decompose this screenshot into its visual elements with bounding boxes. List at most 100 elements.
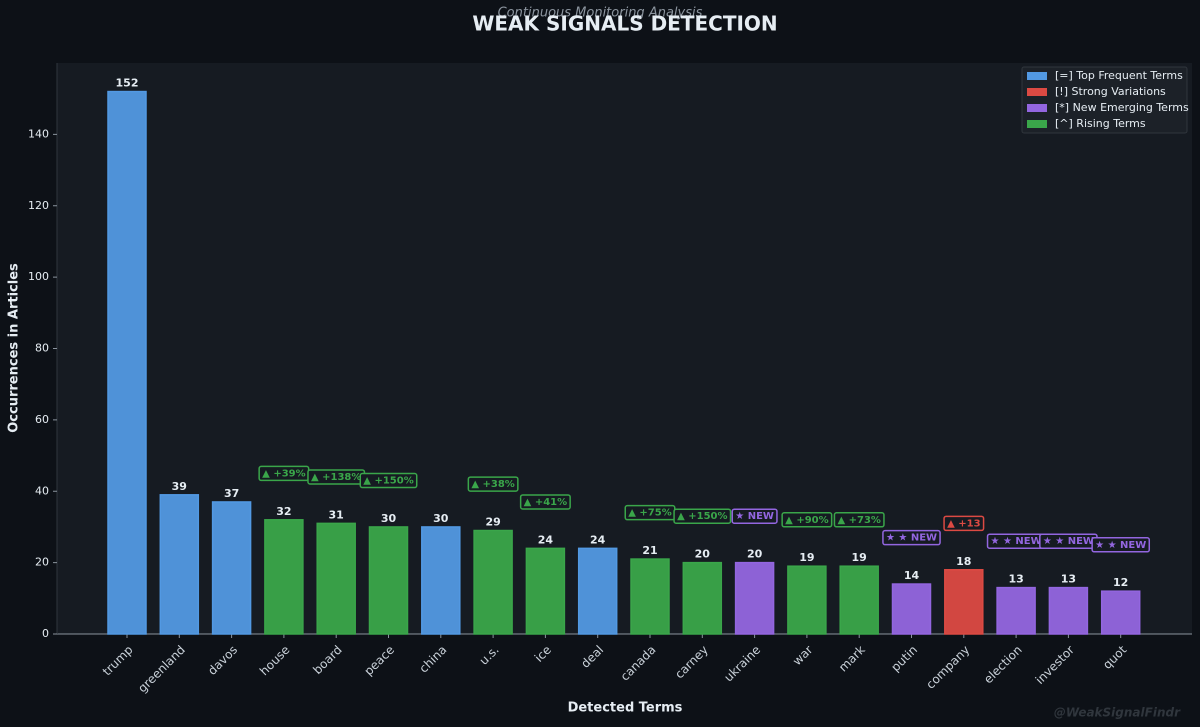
annotation: ★ ★ NEW	[986, 533, 1046, 549]
annotation-text: ▲ +13	[947, 518, 981, 529]
annotation-text: ★ NEW	[735, 511, 774, 522]
x-axis-label: Detected Terms	[568, 701, 683, 716]
data-label: 37	[224, 487, 239, 500]
annotation: ▲ +150%	[359, 472, 418, 489]
annotation-box	[467, 476, 519, 492]
bar	[996, 586, 1036, 635]
annotation-text: ▲ +73%	[837, 515, 881, 526]
data-label: 31	[329, 508, 344, 521]
bar	[264, 519, 304, 635]
annotation: ★ ★ NEW	[882, 529, 941, 546]
bar	[159, 494, 200, 635]
annotation: ▲ +39%	[258, 465, 310, 482]
data-label: 18	[956, 555, 971, 568]
annotation-box	[731, 508, 778, 524]
annotation-text: ▲ +90%	[785, 515, 829, 526]
annotation-box	[519, 494, 571, 510]
bar	[525, 547, 566, 635]
annotation-text: ▲ +39%	[262, 468, 306, 479]
bar	[944, 569, 984, 635]
bar	[1100, 590, 1141, 635]
annotation-box	[781, 512, 833, 528]
chart-subtitle: Continuous Monitoring Analysis	[498, 6, 703, 21]
bar	[630, 558, 670, 635]
bar	[316, 522, 356, 635]
annotation-text: ★ ★ NEW	[886, 533, 937, 544]
annotation-text: ★ ★ NEW	[991, 536, 1042, 547]
data-label: 14	[904, 569, 920, 582]
legend-swatch	[1027, 88, 1047, 96]
annotation: ▲ +75%	[624, 504, 676, 521]
data-label: 152	[116, 77, 139, 90]
data-label: 29	[485, 516, 500, 529]
annotation-box	[833, 512, 885, 528]
annotation: ▲ +90%	[781, 512, 833, 528]
bar	[839, 565, 879, 635]
data-label: 20	[747, 548, 763, 561]
data-label: 32	[276, 505, 291, 518]
y-tick-label: 80	[35, 342, 49, 355]
bar	[1048, 586, 1089, 635]
y-axis-label: Occurrences in Articles	[7, 263, 22, 433]
y-tick-label: 20	[35, 556, 49, 569]
data-label: 21	[642, 544, 657, 557]
annotation-text: ▲ +150%	[677, 511, 727, 522]
annotation-text: ★ ★ NEW	[1043, 536, 1094, 547]
data-label: 19	[852, 551, 867, 564]
y-tick-label: 140	[28, 127, 49, 140]
data-label: 20	[695, 548, 711, 561]
annotation-box	[1091, 537, 1151, 553]
legend-label: [=] Top Frequent Terms	[1055, 69, 1183, 82]
annotation: ▲ +41%	[519, 494, 571, 510]
y-tick-label: 40	[35, 484, 49, 497]
legend-label: [^] Rising Terms	[1055, 117, 1146, 130]
annotation-box	[943, 515, 985, 532]
annotation-box	[882, 529, 941, 546]
legend-label: [!] Strong Variations	[1055, 85, 1166, 98]
bar	[891, 583, 932, 635]
annotation: ▲ +38%	[467, 476, 519, 492]
annotation-box	[359, 472, 418, 489]
bar	[734, 561, 775, 635]
data-label: 12	[1113, 576, 1128, 589]
legend-label: [*] New Emerging Terms	[1055, 101, 1189, 114]
bar	[577, 547, 618, 635]
annotation: ▲ +13	[943, 515, 985, 532]
bar	[682, 561, 723, 635]
annotation: ★ NEW	[731, 508, 778, 524]
annotation: ★ ★ NEW	[1039, 533, 1098, 549]
bar	[473, 529, 513, 635]
annotation-text: ▲ +150%	[363, 476, 413, 487]
chart-title: WEAK SIGNALS DETECTION	[472, 12, 777, 36]
annotation-text: ▲ +41%	[524, 497, 568, 508]
legend-swatch	[1027, 72, 1047, 80]
data-label: 30	[433, 512, 449, 525]
data-label: 24	[590, 533, 606, 546]
y-tick-label: 100	[28, 270, 49, 283]
annotation: ▲ +138%	[307, 469, 366, 485]
annotation-box	[673, 508, 732, 524]
data-label: 39	[172, 480, 187, 493]
data-label: 13	[1061, 573, 1076, 586]
y-tick-label: 120	[28, 199, 49, 212]
annotation-text: ▲ +138%	[311, 472, 361, 483]
y-tick-label: 60	[35, 413, 49, 426]
annotation-text: ★ ★ NEW	[1095, 540, 1146, 551]
data-label: 13	[1008, 573, 1023, 586]
bar	[787, 565, 827, 635]
data-label: 24	[538, 533, 554, 546]
annotation: ▲ +73%	[833, 512, 885, 528]
bar	[211, 501, 252, 635]
data-label: 30	[381, 512, 397, 525]
legend-swatch	[1027, 120, 1047, 128]
bar	[107, 90, 147, 635]
legend-box	[1021, 66, 1188, 134]
legend-swatch	[1027, 104, 1047, 112]
watermark: @WeakSignalFindr	[1054, 706, 1181, 720]
annotation: ★ ★ NEW	[1091, 537, 1151, 553]
y-tick-label: 0	[42, 627, 49, 640]
data-label: 19	[799, 551, 814, 564]
bar	[421, 526, 461, 635]
annotation-text: ▲ +75%	[628, 508, 672, 519]
